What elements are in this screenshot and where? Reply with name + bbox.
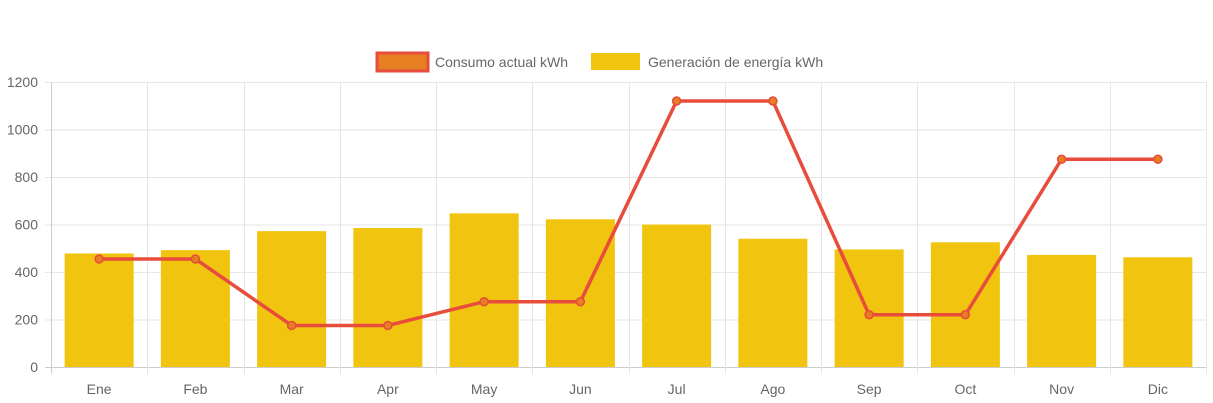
bar-ene[interactable]: [64, 253, 134, 367]
legend-label-generacion: Generación de energía kWh: [648, 54, 823, 70]
y-tick-label: 1200: [7, 74, 38, 90]
legend-swatch-generacion: [591, 53, 640, 70]
consumo-point-jun[interactable]: [575, 296, 586, 307]
grid: [45, 82, 1207, 374]
x-tick-label: Feb: [183, 381, 207, 397]
bar-oct[interactable]: [930, 242, 1000, 367]
consumo-point-may[interactable]: [479, 296, 489, 307]
consumo-line: [97, 99, 1160, 328]
legend-label-consumo: Consumo actual kWh: [435, 54, 568, 70]
x-tick-label: May: [471, 381, 497, 397]
bars: [64, 213, 1193, 368]
legend: Consumo actual kWh Generación de energía…: [375, 51, 823, 73]
consumo-point-nov[interactable]: [1056, 154, 1067, 164]
bar-feb[interactable]: [160, 250, 230, 367]
y-tick-label: 1000: [7, 122, 38, 138]
y-axis: 0 200 400 600 800 1000 1200: [7, 74, 38, 375]
y-tick-label: 600: [15, 217, 39, 233]
y-tick-label: 800: [15, 169, 39, 185]
consumo-point-oct[interactable]: [960, 310, 971, 320]
consumo-point-dic[interactable]: [1153, 154, 1163, 164]
y-tick-label: 200: [15, 312, 39, 328]
line-series: [94, 96, 1163, 331]
consumo-point-jul[interactable]: [671, 96, 682, 106]
x-tick-label: Apr: [377, 381, 399, 397]
bar-jun[interactable]: [545, 219, 615, 367]
x-tick-label: Sep: [857, 381, 882, 397]
bar-nov[interactable]: [1027, 254, 1097, 367]
x-axis: Ene Feb Mar Apr May Jun Jul Ago Sep Oct Nov Dic: [87, 381, 1168, 397]
bar-ago[interactable]: [738, 238, 808, 367]
x-tick-label: Jun: [569, 381, 592, 397]
bar-dic[interactable]: [1123, 257, 1193, 367]
bar-may[interactable]: [449, 213, 519, 367]
x-tick-label: Ene: [87, 381, 112, 397]
consumo-point-sep[interactable]: [864, 310, 874, 320]
bar-jul[interactable]: [642, 224, 712, 368]
bar-apr[interactable]: [353, 228, 423, 367]
bar-mar[interactable]: [257, 231, 327, 367]
consumo-point-mar[interactable]: [286, 320, 297, 331]
consumo-point-feb[interactable]: [190, 254, 201, 264]
legend-item-consumo[interactable]: Consumo actual kWh: [375, 51, 568, 73]
y-tick-label: 400: [15, 264, 39, 280]
x-tick-label: Dic: [1148, 381, 1168, 397]
legend-item-generacion[interactable]: Generación de energía kWh: [591, 53, 823, 70]
y-tick-label: 0: [30, 359, 38, 375]
consumo-point-apr[interactable]: [383, 320, 393, 331]
legend-swatch-consumo: [375, 51, 430, 73]
bar-sep[interactable]: [834, 249, 904, 367]
x-tick-label: Mar: [280, 381, 304, 397]
x-tick-label: Oct: [954, 381, 976, 397]
x-tick-label: Ago: [760, 381, 785, 397]
consumo-point-ene[interactable]: [94, 254, 104, 264]
consumo-point-ago[interactable]: [768, 96, 778, 106]
x-tick-label: Jul: [668, 381, 686, 397]
x-tick-label: Nov: [1049, 381, 1074, 397]
